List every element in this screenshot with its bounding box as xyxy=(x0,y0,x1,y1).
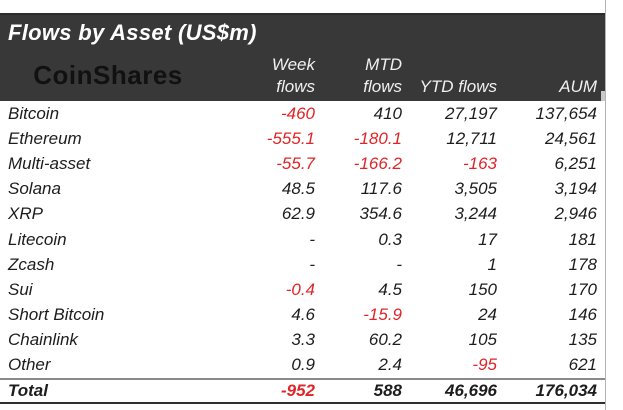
value-cell: 4.5 xyxy=(378,279,402,299)
value-cell: 48.5 xyxy=(281,179,315,199)
value-cell: - xyxy=(309,254,315,274)
value-cell: 17 xyxy=(478,229,497,249)
value-cell: -55.7 xyxy=(276,153,315,173)
table-row: Solana 48.5 117.6 3,505 3,194 xyxy=(0,177,605,202)
asset-name: Total xyxy=(8,381,48,401)
value-cell: 3,505 xyxy=(454,179,497,199)
value-cell: 135 xyxy=(568,330,597,350)
table-row: XRP 62.9 354.6 3,244 2,946 xyxy=(0,202,605,227)
value-cell: 105 xyxy=(468,330,497,350)
value-cell: 117.6 xyxy=(360,179,402,199)
value-cell: 60.2 xyxy=(368,330,402,350)
value-cell: - xyxy=(396,254,402,274)
column-header-line1: MTD xyxy=(365,55,402,74)
asset-name: Solana xyxy=(8,179,61,199)
column-header-aum: AUM xyxy=(497,76,597,99)
value-cell: 62.9 xyxy=(281,204,315,224)
value-cell: -95 xyxy=(472,355,497,375)
value-cell: 3,194 xyxy=(554,179,597,199)
value-cell: 176,034 xyxy=(535,381,597,401)
value-cell: -952 xyxy=(280,381,315,401)
value-cell: 27,197 xyxy=(445,103,497,123)
asset-name: Chainlink xyxy=(8,330,78,350)
column-header-line2: YTD flows xyxy=(419,77,497,96)
value-cell: 588 xyxy=(373,381,402,401)
coinshares-logo: CoinShares xyxy=(33,60,183,90)
value-cell: 0.9 xyxy=(291,355,315,375)
table-row: Bitcoin -460 410 27,197 137,654 xyxy=(0,101,605,126)
value-cell: 181 xyxy=(568,229,597,249)
value-cell: -180.1 xyxy=(353,128,402,148)
asset-name: Ethereum xyxy=(8,128,82,148)
column-header-line2: flows xyxy=(276,77,315,96)
column-header-line2: flows xyxy=(363,77,402,96)
table-row: Litecoin - 0.3 17 181 xyxy=(0,227,605,252)
table-body: Bitcoin -460 410 27,197 137,654 Ethereum -555.… xyxy=(0,101,605,378)
value-cell: 170 xyxy=(568,279,597,299)
value-cell: -555.1 xyxy=(266,128,315,148)
value-cell: 2.4 xyxy=(378,355,402,375)
asset-name: Bitcoin xyxy=(8,103,60,123)
value-cell: 146 xyxy=(568,305,597,325)
asset-name: Multi-asset xyxy=(8,153,91,173)
value-cell: 3.3 xyxy=(291,330,315,350)
value-cell: -460 xyxy=(280,103,315,123)
flows-table-card: Flows by Asset (US$m) CoinShares Week fl… xyxy=(0,13,606,405)
asset-name: Sui xyxy=(8,279,33,299)
column-header-mtd-flows: MTD flows xyxy=(315,54,402,99)
value-cell: -0.4 xyxy=(285,279,315,299)
table-row: Other 0.9 2.4 -95 621 xyxy=(0,353,605,378)
table-title: Flows by Asset (US$m) xyxy=(8,20,257,45)
value-cell: 1 xyxy=(487,254,497,274)
value-cell: 410 xyxy=(373,103,402,123)
value-cell: 24,561 xyxy=(545,128,597,148)
asset-name: Zcash xyxy=(8,254,55,274)
column-header-line2: AUM xyxy=(559,77,597,96)
table-header: Flows by Asset (US$m) CoinShares Week fl… xyxy=(0,13,606,101)
asset-name: Litecoin xyxy=(8,229,67,249)
value-cell: 150 xyxy=(468,279,497,299)
value-cell: 46,696 xyxy=(445,381,497,401)
value-cell: -163 xyxy=(462,153,497,173)
column-header-week-flows: Week flows xyxy=(208,54,315,99)
value-cell: 2,946 xyxy=(554,204,597,224)
header-edge-notch xyxy=(601,91,606,101)
value-cell: 6,251 xyxy=(554,153,597,173)
value-cell: 12,711 xyxy=(446,128,497,148)
asset-name: Other xyxy=(8,355,51,375)
table-row: Zcash - - 1 178 xyxy=(0,252,605,277)
column-header-line1: Week xyxy=(271,55,315,74)
value-cell: -15.9 xyxy=(363,305,402,325)
value-cell: -166.2 xyxy=(353,153,402,173)
table-row: Ethereum -555.1 -180.1 12,711 24,561 xyxy=(0,126,605,151)
table-row: Short Bitcoin 4.6 -15.9 24 146 xyxy=(0,303,605,328)
value-cell: 178 xyxy=(568,254,597,274)
column-header-ytd-flows: YTD flows xyxy=(402,76,497,99)
value-cell: 621 xyxy=(568,355,597,375)
asset-name: Short Bitcoin xyxy=(8,305,105,325)
value-cell: 354.6 xyxy=(359,204,402,224)
value-cell: 3,244 xyxy=(454,204,497,224)
table-row: Chainlink 3.3 60.2 105 135 xyxy=(0,328,605,353)
column-header-row: CoinShares Week flows MTD flows YTD flow… xyxy=(8,54,597,99)
page-edge-divider xyxy=(605,0,606,410)
table-footer: Total -952 588 46,696 176,034 xyxy=(0,378,605,405)
asset-name: XRP xyxy=(8,204,43,224)
value-cell: 24 xyxy=(478,305,497,325)
value-cell: - xyxy=(309,229,315,249)
value-cell: 4.6 xyxy=(291,305,315,325)
total-row: Total -952 588 46,696 176,034 xyxy=(0,378,605,405)
value-cell: 0.3 xyxy=(378,229,402,249)
table-row: Multi-asset -55.7 -166.2 -163 6,251 xyxy=(0,151,605,176)
table-row: Sui -0.4 4.5 150 170 xyxy=(0,277,605,302)
value-cell: 137,654 xyxy=(535,103,597,123)
